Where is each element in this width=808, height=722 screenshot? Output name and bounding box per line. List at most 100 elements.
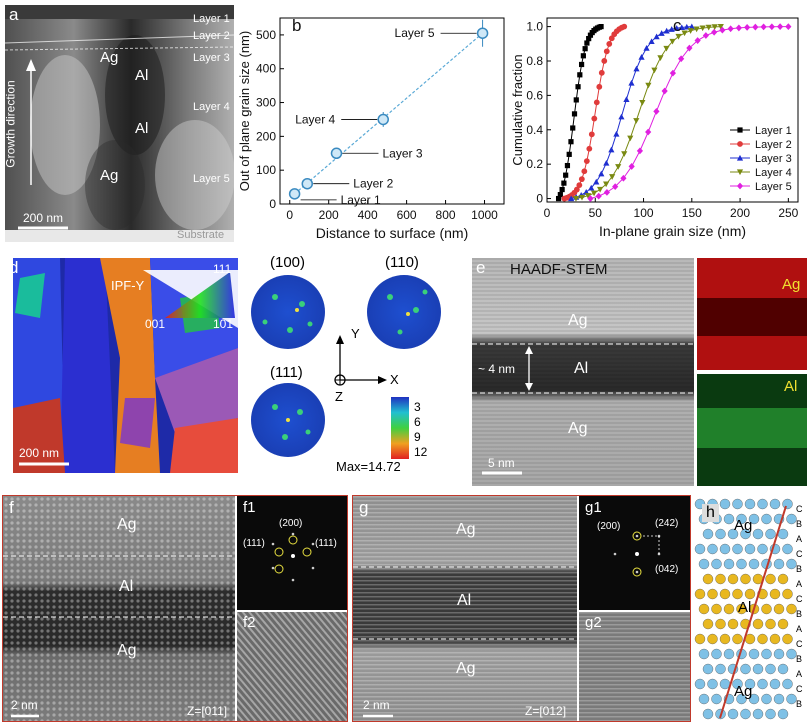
panel-e-label: e: [476, 258, 486, 277]
chart-c-point: [663, 27, 670, 34]
g1-spot-200: (200): [597, 521, 621, 532]
chart-b-ytick-label: 200: [256, 129, 276, 143]
g-al-mid: Al: [457, 592, 472, 609]
f1-label: f1: [243, 499, 256, 516]
chart-b-ytick-label: 400: [256, 62, 276, 76]
panel-d: d IPF-Y 111 001 101 200 nm: [5, 258, 238, 473]
ag-atom: [786, 693, 797, 705]
al-atom: [777, 573, 789, 585]
chart-c-point: [612, 183, 619, 191]
chart-c-point: [735, 24, 742, 32]
chart-c-point: [581, 168, 588, 175]
ag-atom: [702, 528, 714, 540]
chart-b-xtick-label: 800: [436, 208, 456, 222]
pole-figure-110: [367, 275, 441, 349]
atomic-model: [694, 496, 808, 722]
panel-a-label: a: [9, 5, 19, 24]
al-atom: [707, 633, 718, 645]
al-atom: [732, 588, 743, 600]
al-atom: [707, 588, 718, 600]
ag-atom: [773, 648, 785, 660]
chart-c-point: [668, 26, 675, 32]
layer-2-label: Layer 2: [193, 30, 230, 42]
ag-atom: [782, 543, 793, 555]
f1-spot-111-right: (111): [315, 538, 337, 549]
chart-c-point: [559, 186, 565, 193]
al-atom: [765, 618, 776, 630]
al-atom: [727, 618, 739, 630]
chart-c-point: [576, 182, 583, 189]
chart-c-legend-marker: [736, 154, 744, 161]
chart-b-frame: [279, 17, 505, 205]
ag-atom: [707, 678, 718, 690]
chart-c-point: [653, 33, 660, 40]
chart-c-ytick-label: 0.8: [526, 54, 543, 68]
chart-b: 0 200 400 600 800 1000 0 100 200 300 400 500 Distanc…: [237, 17, 505, 241]
chart-c-point: [561, 180, 567, 186]
chart-c-point: [663, 45, 670, 52]
chart-b-ytick-label: 300: [256, 96, 276, 110]
chart-c-point: [580, 53, 586, 59]
stack-7: B: [796, 609, 803, 619]
chart-b-point: [377, 113, 389, 126]
chart-c-point: [590, 190, 598, 197]
chart-c-legend-label: Layer 5: [755, 181, 792, 193]
chart-c-point: [618, 113, 625, 120]
chart-c-point: [675, 33, 682, 40]
pole-figure-100: [251, 275, 325, 349]
chart-c-point: [578, 194, 586, 201]
chart-c-point: [643, 45, 650, 51]
al-atom: [777, 618, 789, 630]
chart-c-point: [621, 151, 628, 157]
chart-c-point: [596, 83, 603, 90]
al-atom: [769, 588, 781, 600]
panel-h-label: h: [702, 504, 719, 522]
chart-c-point: [693, 26, 700, 33]
chart-c: 0 50 100 150 200 250 0 0.2 0.4 0.6 0.8 1.0 In-plane …: [511, 17, 799, 239]
ag-atom: [719, 543, 731, 555]
ag-atom: [744, 543, 756, 555]
chart-c-ylabel: Cumulative fraction: [511, 54, 525, 165]
chart-c-point: [653, 107, 660, 115]
chart-c-point: [636, 147, 644, 155]
panel-c: 0 50 100 150 200 250 0 0.2 0.4 0.6 0.8 1.0 In-plane …: [511, 4, 808, 244]
chart-c-legend-label: Layer 2: [755, 139, 792, 151]
chart-c-point: [699, 25, 706, 32]
chart-c-point: [557, 192, 563, 198]
chart-c-point: [633, 118, 640, 124]
chart-c-point: [687, 28, 694, 34]
chart-b-point: [476, 27, 489, 39]
al-atom: [786, 603, 797, 615]
ipf-corner-001: 001: [145, 317, 166, 331]
ag-atom: [711, 648, 722, 660]
chart-c-xlabel: In-plane grain size (nm): [599, 223, 746, 239]
scale-bar-a: 200 nm: [23, 211, 64, 225]
chart-c-point: [595, 192, 602, 200]
ag-atom: [694, 543, 706, 555]
chart-c-point: [564, 162, 571, 169]
chart-c-point: [648, 38, 655, 45]
ag-atom: [761, 648, 772, 660]
g-ag-bot: Ag: [456, 660, 476, 677]
chart-c-point: [744, 23, 751, 31]
max-value-label: Max=14.72: [336, 459, 401, 474]
ag-atom: [748, 693, 760, 705]
chart-c-point: [661, 87, 668, 95]
panel-b: 0 200 400 600 800 1000 0 100 200 300 400 500 Distanc…: [236, 4, 511, 244]
ag-atom: [736, 558, 747, 570]
chart-c-legend-label: Layer 3: [755, 153, 792, 165]
chart-c-point: [578, 61, 585, 68]
ag-atom: [711, 558, 722, 570]
g2-label: g2: [585, 614, 602, 631]
chart-c-legend-label: Layer 1: [755, 125, 792, 137]
ag-atom: [707, 543, 718, 555]
stack-12: C: [796, 684, 803, 694]
al-atom: [719, 588, 731, 600]
chart-c-point: [572, 195, 580, 202]
al-atom: [723, 603, 735, 615]
g-ag-top: Ag: [456, 521, 476, 538]
al-atom: [736, 603, 747, 615]
chart-c-ytick-label: 0.6: [526, 88, 543, 102]
chart-b-ylabel: Out of plane grain size (nm): [237, 31, 252, 191]
chart-b-point: [288, 188, 301, 200]
